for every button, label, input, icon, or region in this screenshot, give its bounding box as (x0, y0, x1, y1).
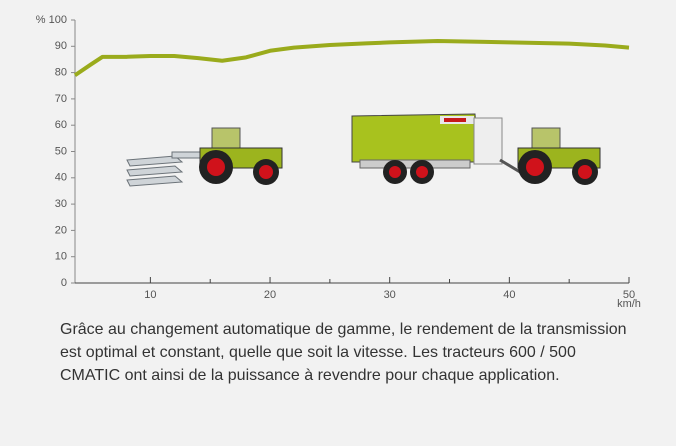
x-tick-label: 40 (503, 289, 515, 301)
caption: Grâce au changement automatique de gamme… (60, 318, 630, 387)
y-tick-label: 50 (55, 145, 67, 157)
x-tick-label: 30 (384, 289, 396, 301)
y-tick-label: 70 (55, 93, 67, 105)
y-tick-label: 20 (55, 224, 67, 236)
y-tick-label: 0 (61, 277, 67, 289)
x-tick-label: 10 (144, 289, 156, 301)
y-tick-label: 30 (55, 198, 67, 210)
y-tick-label: % 100 (36, 14, 67, 26)
data-line (75, 41, 629, 75)
y-tick-label: 80 (55, 67, 67, 79)
x-tick-label: 20 (264, 289, 276, 301)
y-tick-label: 40 (55, 172, 67, 184)
y-tick-label: 90 (55, 40, 67, 52)
x-tick-label: 50 (623, 289, 635, 301)
page: km/h 0102030405060708090% 1001020304050 … (0, 0, 676, 446)
y-tick-label: 60 (55, 119, 67, 131)
y-tick-label: 10 (55, 251, 67, 263)
vehicles (127, 114, 600, 186)
